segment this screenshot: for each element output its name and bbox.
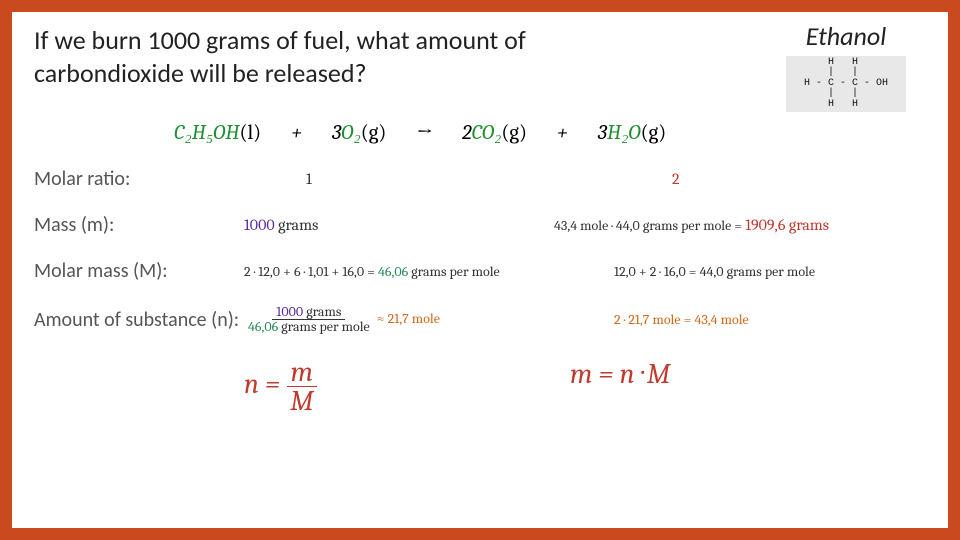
eq-o2: O₂ xyxy=(341,121,361,145)
row-molar-mass: Molar mass (M): 2 · 12,0 + 6 · 1,01 + 16… xyxy=(34,259,926,283)
title-row: If we burn 1000 grams of fuel, what amou… xyxy=(34,24,926,112)
label-mass: Mass (m): xyxy=(34,213,244,237)
mass-left: 1000 grams xyxy=(244,216,554,234)
molar-mass-left: 2 · 12,0 + 6 · 1,01 + 16,0 = 46,06 grams… xyxy=(244,263,554,280)
fuel-name: Ethanol xyxy=(806,20,886,52)
amount-left: 1000 grams 46,06 46,06 grams per molegra… xyxy=(244,305,554,334)
row-amount: Amount of substance (n): 1000 grams 46,0… xyxy=(34,305,926,334)
fuel-block: Ethanol H H | | H - C - C - OH | | H H xyxy=(786,20,906,112)
formula-m-eq-nM: m = n · M xyxy=(480,358,926,415)
formulas: n = mM m = n · M xyxy=(34,358,926,415)
calculation-rows: Molar ratio: 1 2 Mass (m): 1000 grams 43… xyxy=(34,167,926,334)
label-molar-ratio: Molar ratio: xyxy=(34,167,244,191)
eq-ethanol: C₂H₅OH xyxy=(174,121,239,145)
eq-co2: CO₂ xyxy=(472,121,502,145)
slide-frame: If we burn 1000 grams of fuel, what amou… xyxy=(0,0,960,540)
molar-ratio-left: 1 xyxy=(244,170,554,188)
label-amount: Amount of substance (n): xyxy=(34,308,244,332)
mass-right: 43,4 mole · 44,0 grams per mole = 1909,6… xyxy=(554,216,926,234)
molar-mass-right: 12,0 + 2 · 16,0 = 44,0 grams per mole xyxy=(554,263,926,280)
ethanol-structure: H H | | H - C - C - OH | | H H xyxy=(786,56,906,112)
question-text: If we burn 1000 grams of fuel, what amou… xyxy=(34,24,594,89)
row-mass: Mass (m): 1000 grams 43,4 mole · 44,0 gr… xyxy=(34,213,926,237)
eq-h2o: H₂O xyxy=(607,121,641,145)
chemical-equation: C₂H₅OH(l) + 3O₂(g) → 2CO₂(g) + 3H₂O(g) xyxy=(34,120,926,145)
amount-right: 2 · 21,7 mole = 43,4 mole xyxy=(554,311,926,328)
molar-ratio-right: 2 xyxy=(554,170,926,188)
label-molar-mass: Molar mass (M): xyxy=(34,259,244,283)
row-molar-ratio: Molar ratio: 1 2 xyxy=(34,167,926,191)
formula-n-eq-m-over-M: n = mM xyxy=(34,358,480,415)
